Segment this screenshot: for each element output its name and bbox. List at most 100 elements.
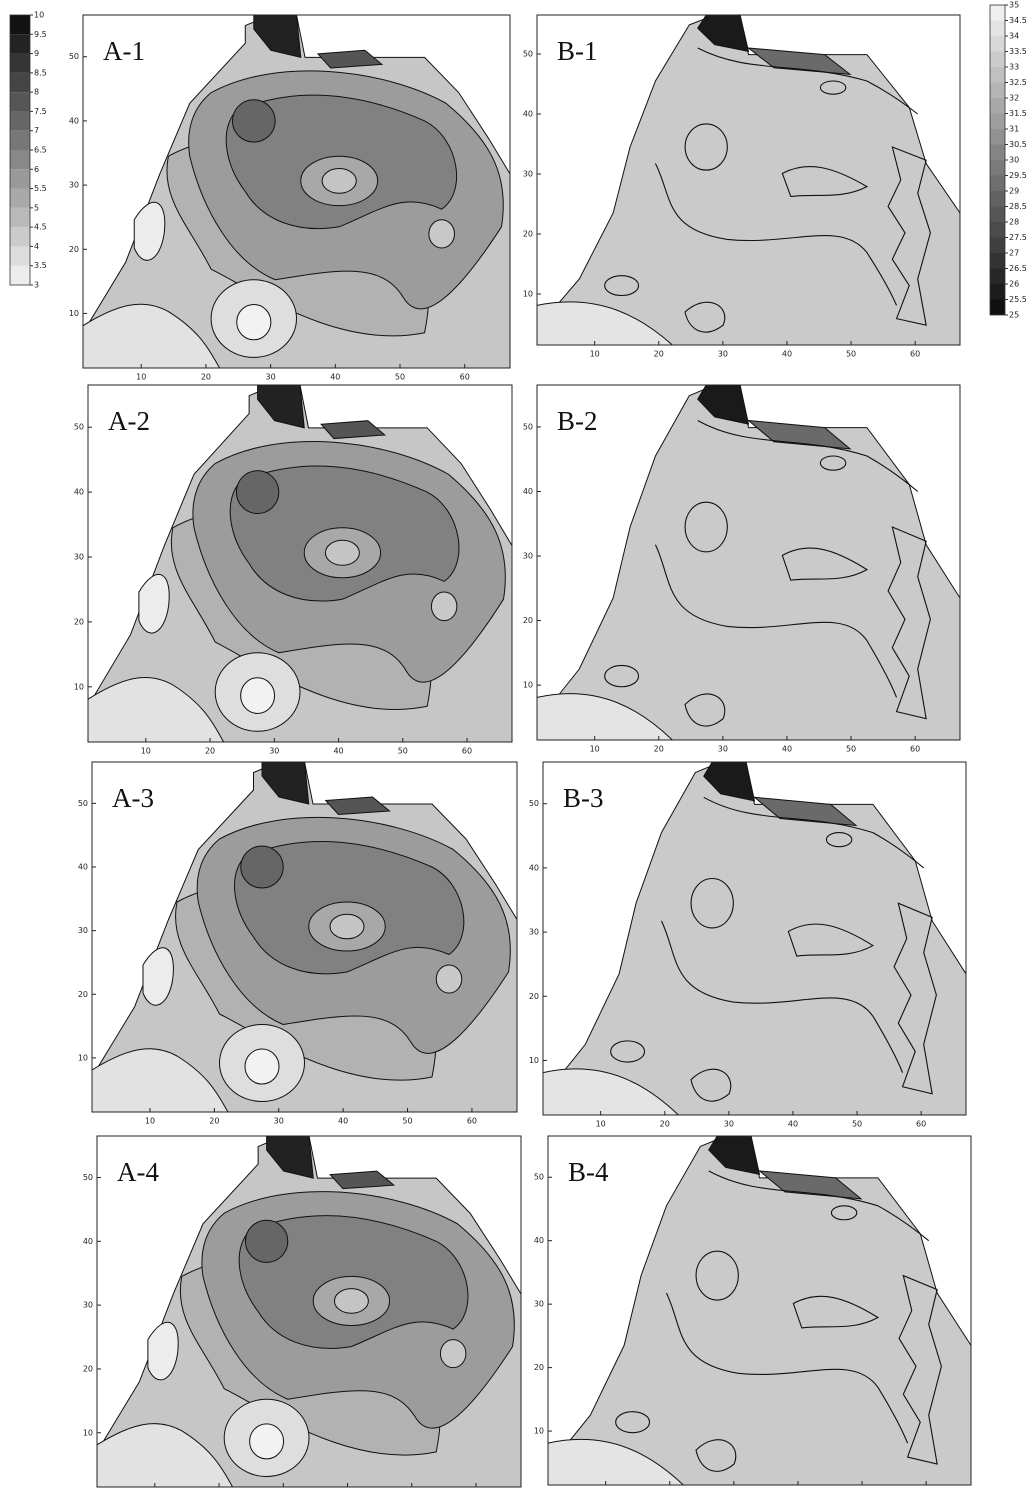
colorbar-tick-label: 4 [34,242,39,251]
contour-panel: 10 20 30 40 50 60 10 20 30 40 50 A-1 [69,14,511,382]
y-tick-label: 10 [523,681,533,690]
colorbar-tick-label: 8.5 [34,68,47,77]
contour-region [262,762,309,804]
contour-region [326,797,390,815]
colorbar-tick-label: 6.5 [34,146,47,155]
color-step [990,299,1005,315]
color-step [10,227,30,247]
contour-region [704,797,924,868]
y-tick-label: 40 [74,488,84,497]
panel-label: B-4 [568,1157,609,1187]
contour-region [655,164,896,306]
contour-region [139,574,169,633]
colorbar-tick-label: 6 [34,165,39,174]
contour-panel: 10 20 30 40 50 60 10 20 30 40 50 A-2 [74,384,513,756]
y-tick-label: 10 [74,682,84,691]
y-tick-label: 10 [534,1427,544,1436]
colorbar-tick-label: 25 [1009,311,1019,320]
contour-region [685,694,725,726]
x-tick-label: 10 [145,1117,155,1126]
contour-region [696,1251,738,1300]
colorbar-tick-label: 28.5 [1009,202,1027,211]
colorbar-tick-label: 32.5 [1009,78,1027,87]
contour-region [88,677,224,742]
color-step [10,53,30,73]
contour-region [826,833,851,847]
contour-region [245,1049,279,1084]
y-tick-label: 20 [78,990,88,999]
colorbar-tick-label: 27 [1009,249,1019,258]
contour-region [330,914,364,939]
color-step [990,129,1005,145]
color-step [10,15,30,35]
contour-region [704,762,755,801]
contour-region [258,385,305,428]
x-tick-label: 60 [467,1117,477,1126]
panel-label: B-2 [557,406,598,436]
contour-panel: 10 20 30 40 50 60 10 20 30 40 50 B-1 [523,14,961,359]
color-step [10,130,30,150]
contour-region [83,304,220,368]
colorbar-tick-label: 25.5 [1009,295,1027,304]
colorbar-tick-label: 34 [1009,32,1019,41]
x-tick-label: 10 [596,1120,606,1129]
x-tick-label: 20 [654,350,664,359]
contour-region [691,1069,731,1101]
colorbar-tick-label: 28 [1009,218,1019,227]
color-step [990,237,1005,253]
y-tick-label: 40 [83,1237,93,1246]
panel-frame [542,761,967,1116]
panel-frame [87,384,513,743]
colorbar-tick-label: 7.5 [34,107,47,116]
x-tick-label: 10 [590,350,600,359]
contour-map [543,762,966,1115]
colorbar-tick-label: 9.5 [34,30,47,39]
contour-map [97,1136,521,1487]
colorbar-tick-label: 7 [34,126,39,135]
contour-region [685,502,727,552]
contour-region [92,1049,228,1112]
y-tick-label: 40 [69,116,79,125]
contour-map [537,15,960,345]
colorbar-tick-label: 31.5 [1009,109,1027,118]
y-tick-label: 50 [523,50,533,59]
contour-map [88,385,512,742]
color-step [990,113,1005,129]
panel-frame [82,14,511,369]
contour-region [655,545,896,698]
x-tick-label: 50 [846,745,856,754]
x-tick-label: 10 [136,373,146,382]
y-tick-label: 10 [83,1428,93,1437]
x-tick-label: 50 [846,350,856,359]
colorbar-tick-label: 5.5 [34,184,47,193]
contour-region [691,878,733,927]
x-tick-label: 50 [402,1117,412,1126]
y-tick-label: 40 [529,863,539,872]
contour-region [605,665,639,686]
y-tick-label: 30 [534,1300,544,1309]
contour-map [537,385,960,740]
panel-label: B-3 [563,783,604,813]
contour-region [760,1171,862,1199]
x-tick-label: 40 [782,350,792,359]
contour-region [685,302,725,332]
panel-frame [536,14,961,346]
color-step [990,268,1005,284]
x-tick-label: 20 [654,745,664,754]
contour-panel: 10 20 30 40 50 60 10 20 30 40 50 B-2 [523,384,961,754]
x-tick-label: 10 [141,747,151,756]
color-step [990,284,1005,300]
color-step [990,51,1005,67]
x-tick-label: 30 [269,747,279,756]
contour-region [436,965,462,993]
colorbar-tick-label: 26.5 [1009,264,1027,273]
x-tick-label: 40 [782,745,792,754]
y-tick-label: 40 [523,487,533,496]
x-tick-label: 60 [460,373,470,382]
contour-region [749,48,851,74]
color-step [990,253,1005,269]
y-tick-label: 10 [69,309,79,318]
y-tick-label: 40 [78,863,88,872]
